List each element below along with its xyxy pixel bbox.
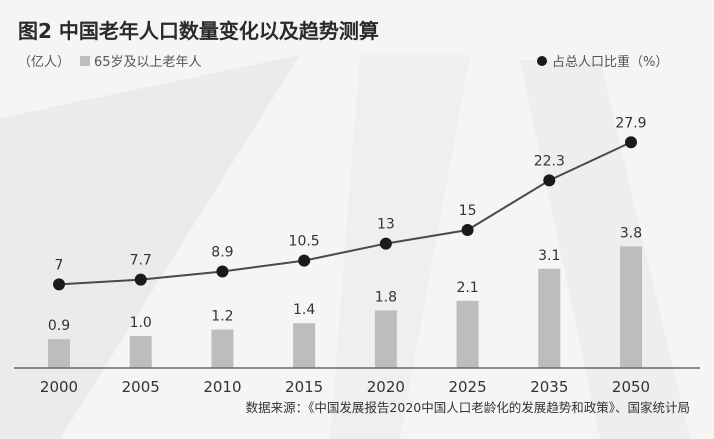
bar-value-label: 1.2: [211, 309, 233, 325]
line-marker: [379, 237, 392, 250]
x-tick-label: 2050: [612, 378, 650, 396]
bar: [129, 336, 152, 368]
legend-bar-label: 65岁及以上老年人: [94, 55, 202, 70]
line-value-label: 27.9: [615, 115, 646, 131]
bar-value-label: 3.8: [620, 225, 642, 241]
bar: [211, 329, 234, 368]
background-decoration: [330, 55, 470, 439]
x-tick-label: 2035: [530, 378, 568, 396]
line-marker: [298, 254, 311, 267]
bar: [620, 246, 642, 368]
x-tick-label: 2020: [367, 378, 405, 396]
legend-line-label: 占总人口比重（%）: [552, 54, 668, 70]
line-marker: [625, 136, 637, 149]
line-layer: 7 7.7 8.9 10.5 13 15 22.3 27.9: [53, 115, 647, 291]
legend-bar-swatch: [80, 56, 90, 66]
x-tick-label: 2025: [448, 378, 486, 396]
bar-value-label: 1.8: [375, 289, 397, 305]
bar-value-label: 1.0: [130, 315, 152, 331]
legend: （亿人） 65岁及以上老年人 占总人口比重（%）: [18, 54, 668, 70]
line-marker: [134, 273, 147, 286]
background-decoration: [0, 55, 300, 439]
bar: [538, 268, 561, 368]
bar: [456, 300, 479, 368]
x-tick-labels: 2000 2005 2010 2015 2020 2025 2035 2050: [40, 378, 650, 396]
legend-line-marker: [537, 56, 547, 66]
line-marker: [216, 265, 229, 278]
line-value-label: 15: [459, 203, 477, 219]
bar: [293, 323, 316, 368]
chart-title: 图2 中国老年人口数量变化以及趋势测算: [18, 19, 379, 43]
x-tick-label: 2000: [40, 378, 78, 396]
line-marker: [543, 174, 556, 187]
data-source: 数据来源：《中国发展报告2020中国人口老龄化的发展趋势和政策》、国家统计局: [246, 400, 690, 415]
bar-value-label: 3.1: [538, 248, 560, 264]
legend-unit: （亿人）: [18, 55, 70, 70]
line-value-label: 22.3: [534, 153, 565, 169]
line-marker: [461, 224, 474, 236]
x-tick-label: 2010: [203, 378, 241, 396]
line-marker: [53, 278, 65, 291]
line-value-label: 7: [55, 257, 64, 273]
background-decoration: [520, 60, 690, 439]
bar-value-label: 1.4: [293, 302, 315, 318]
line-value-label: 10.5: [289, 234, 320, 250]
bar-value-label: 0.9: [48, 318, 70, 334]
bar-value-label: 2.1: [456, 280, 478, 296]
bar: [48, 339, 70, 368]
bars-layer: 0.9 1.0 1.2 1.4 1.8 2.1 3.1 3.8: [48, 225, 642, 368]
line-value-label: 8.9: [211, 244, 233, 260]
share-line: [58, 141, 632, 286]
line-value-label: 13: [377, 217, 395, 233]
x-tick-label: 2015: [285, 378, 323, 396]
line-value-label: 7.7: [130, 253, 152, 269]
x-tick-label: 2005: [122, 378, 160, 396]
bar: [374, 310, 397, 368]
